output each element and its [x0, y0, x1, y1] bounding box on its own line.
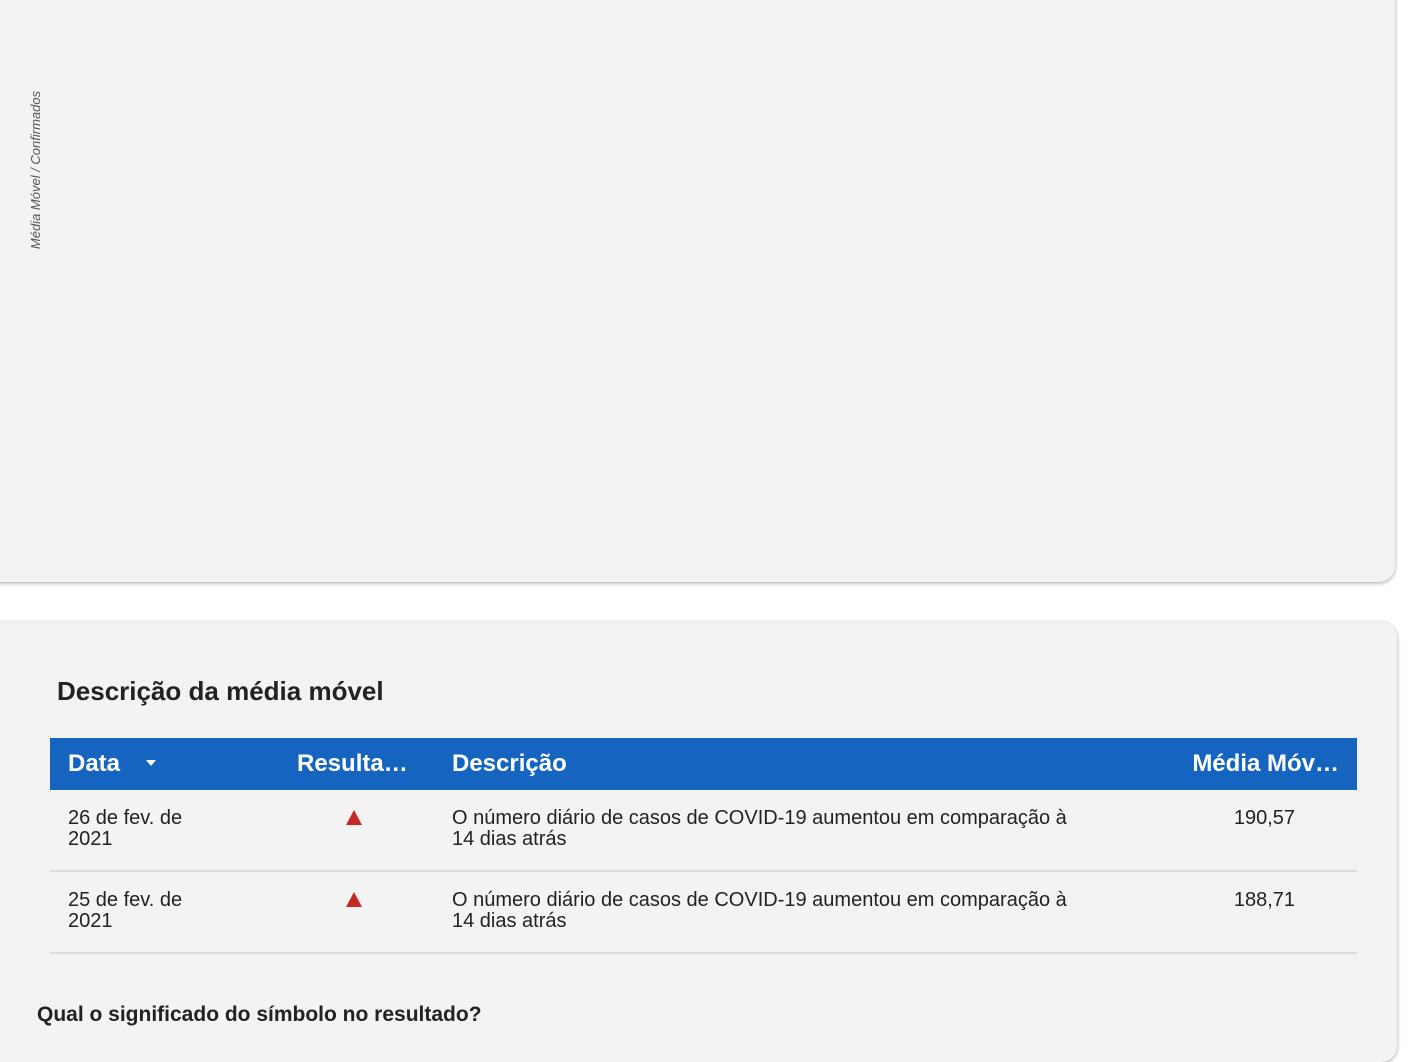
chart: Média Móvel / Confirmados [28, 90, 43, 249]
question: Qual o significado do símbolo no resulta… [37, 1003, 482, 1026]
table: Data Resulta… Descrição Média Móv… 26 de… [50, 738, 1357, 954]
table-row: 26 de fev. de 2021 O número diário de ca… [50, 790, 1357, 872]
cell-date: 25 de fev. de 2021 [68, 889, 183, 932]
column-header[interactable]: Descrição [452, 750, 567, 777]
table-card [0, 622, 1397, 1062]
up-icon [346, 810, 362, 825]
column-header[interactable]: Data [68, 750, 121, 777]
cell-description: O número diário de casos de COVID-19 aum… [452, 889, 1067, 932]
table-header: Data Resulta… Descrição Média Móv… [50, 738, 1357, 790]
chart-card [0, 0, 1395, 582]
cell-date: 26 de fev. de 2021 [68, 807, 183, 850]
y-axis-title: Média Móvel / Confirmados [28, 90, 43, 249]
table-title: Descrição da média móvel [57, 676, 384, 706]
cell-value: 190,57 [1233, 807, 1295, 829]
sort-icon[interactable] [146, 760, 156, 768]
table-row: 25 de fev. de 2021 O número diário de ca… [50, 872, 1357, 954]
cell-description: O número diário de casos de COVID-19 aum… [452, 807, 1067, 850]
column-header[interactable]: Resulta… [297, 750, 408, 777]
column-header[interactable]: Média Móv… [1192, 750, 1339, 777]
up-icon [346, 892, 362, 907]
cell-value: 188,71 [1233, 889, 1295, 911]
